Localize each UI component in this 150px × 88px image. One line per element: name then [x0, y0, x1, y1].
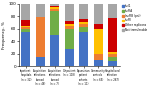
Bar — [108, 61, 117, 66]
Bar — [94, 54, 103, 60]
Bar — [65, 4, 74, 21]
Bar — [65, 26, 74, 29]
Bar — [21, 20, 30, 26]
Bar — [50, 9, 59, 11]
Bar — [50, 6, 59, 7]
Bar — [108, 54, 117, 57]
Bar — [108, 18, 117, 52]
Bar — [79, 22, 88, 24]
Bar — [65, 29, 74, 49]
Bar — [36, 57, 45, 66]
Bar — [79, 27, 88, 32]
Bar — [108, 52, 117, 54]
Bar — [50, 7, 59, 9]
Bar — [65, 49, 74, 66]
Bar — [79, 32, 88, 66]
Bar — [21, 27, 30, 29]
Bar — [36, 4, 45, 17]
Bar — [50, 35, 59, 66]
Bar — [79, 24, 88, 27]
Bar — [21, 32, 30, 66]
Bar — [36, 17, 45, 57]
Bar — [108, 57, 117, 61]
Bar — [94, 4, 103, 24]
Bar — [79, 19, 88, 22]
Bar — [65, 24, 74, 26]
Bar — [50, 11, 59, 35]
Bar — [79, 4, 88, 19]
Bar — [94, 60, 103, 66]
Bar — [21, 26, 30, 27]
Legend: IncI1, IncFIA, IncFIB (pnl), IncFII, Other replicons, Not transferable: IncI1, IncFIA, IncFIB (pnl), IncFII, Oth… — [122, 4, 148, 32]
Y-axis label: Frequency, %: Frequency, % — [2, 21, 6, 49]
Bar — [50, 4, 59, 6]
Bar — [21, 4, 30, 20]
Bar — [94, 29, 103, 54]
Bar — [65, 21, 74, 24]
Bar — [94, 24, 103, 29]
Bar — [108, 4, 117, 18]
Bar — [21, 29, 30, 32]
